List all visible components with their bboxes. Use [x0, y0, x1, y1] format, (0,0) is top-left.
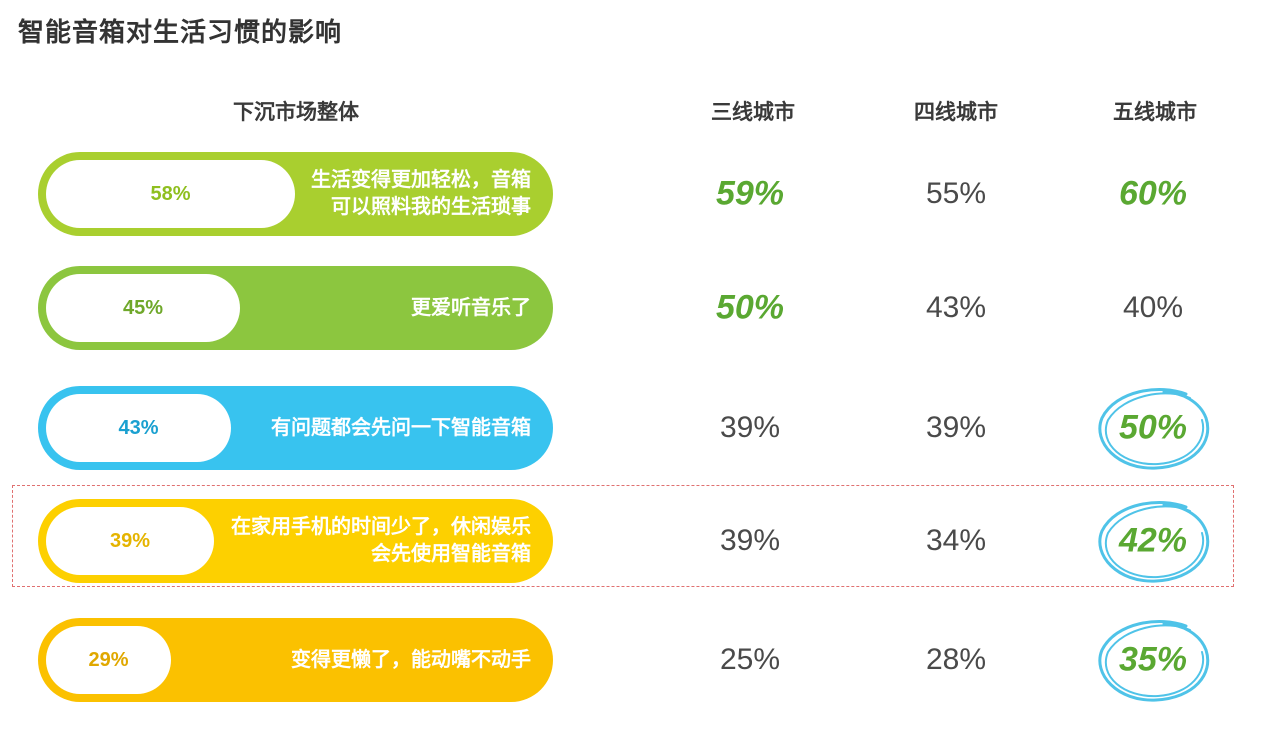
city-value: 34%: [925, 524, 987, 557]
city-value: 40%: [1122, 291, 1184, 324]
bar-category-label: 生活变得更加轻松，音箱可以照料我的生活琐事: [311, 169, 531, 218]
city-value: 39%: [925, 411, 987, 444]
bar-value-label: 39%: [109, 530, 151, 552]
column-header: 五线城市: [1113, 101, 1197, 124]
page-title: 智能音箱对生活习惯的影响: [18, 17, 343, 47]
bar-row: 43% 有问题都会先问一下智能音箱: [38, 386, 553, 470]
bar-category-label: 有问题都会先问一下智能音箱: [271, 416, 531, 439]
city-value: 55%: [925, 177, 987, 210]
city-value: 39%: [719, 411, 781, 444]
city-value: 28%: [925, 643, 987, 676]
bar-fill: [46, 626, 171, 694]
bar-category-label: 更爱听音乐了: [411, 296, 531, 319]
city-value: 35%: [1118, 640, 1188, 679]
city-value: 39%: [719, 524, 781, 557]
highlight-row-box: [12, 485, 1234, 587]
bar-value-label: 58%: [150, 183, 191, 205]
bar-row: 39% 在家用手机的时间少了，休闲娱乐会先使用智能音箱: [38, 499, 553, 583]
city-value: 60%: [1118, 174, 1188, 213]
city-value: 59%: [715, 174, 785, 213]
bar-row: 29% 变得更懒了，能动嘴不动手: [38, 618, 553, 702]
city-value: 50%: [715, 288, 785, 327]
column-header: 四线城市: [914, 101, 998, 124]
bar-fill: [46, 507, 214, 575]
bar-value-label: 43%: [118, 417, 159, 439]
column-header: 三线城市: [711, 101, 795, 124]
bar-fill: [46, 274, 240, 342]
column-header: 下沉市场整体: [233, 101, 359, 124]
bar-fill: [46, 394, 231, 462]
city-value: 42%: [1118, 521, 1188, 560]
bar-fill: [46, 160, 295, 228]
bar-category-label: 在家用手机的时间少了，休闲娱乐会先使用智能音箱: [231, 516, 531, 565]
bar-row: 45% 更爱听音乐了: [38, 266, 553, 350]
city-value: 43%: [925, 291, 987, 324]
bar-value-label: 29%: [88, 649, 129, 671]
city-value: 50%: [1118, 408, 1188, 447]
bar-row: 58% 生活变得更加轻松，音箱可以照料我的生活琐事: [38, 152, 553, 236]
city-value: 25%: [719, 643, 781, 676]
bar-category-label: 变得更懒了，能动嘴不动手: [291, 648, 531, 671]
bar-value-label: 45%: [122, 297, 164, 319]
